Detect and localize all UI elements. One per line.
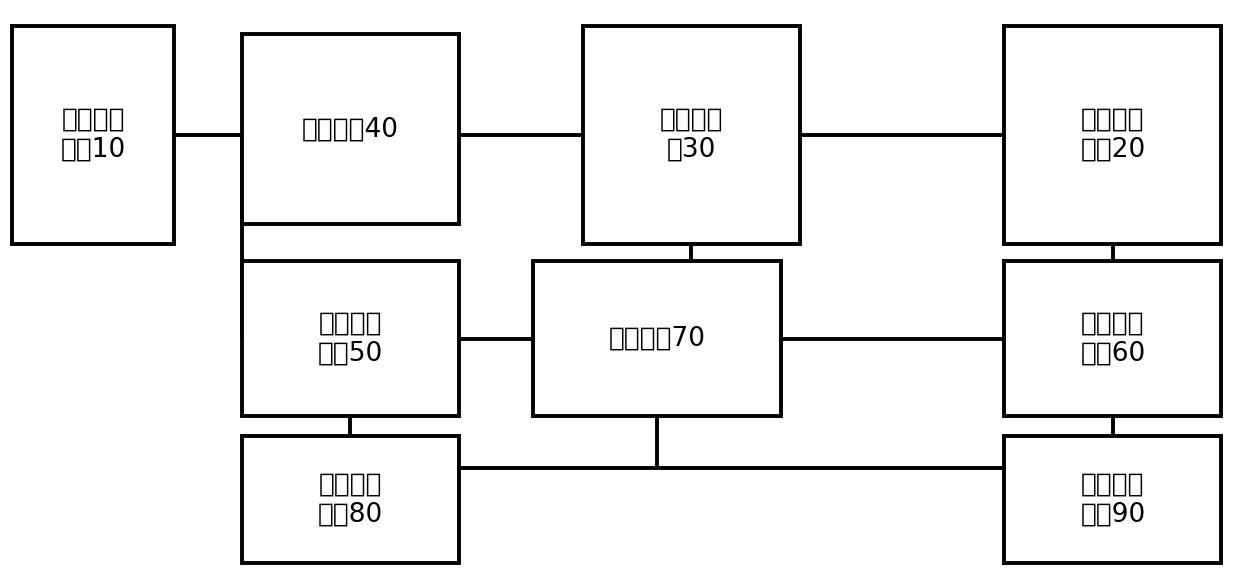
Text: 光信号输
入端10: 光信号输 入端10 bbox=[61, 107, 125, 163]
FancyBboxPatch shape bbox=[242, 34, 459, 224]
Text: 输出检测
模块60: 输出检测 模块60 bbox=[1080, 311, 1146, 367]
Text: 单模光级40: 单模光级40 bbox=[301, 116, 399, 142]
FancyBboxPatch shape bbox=[533, 261, 781, 416]
FancyBboxPatch shape bbox=[583, 26, 800, 244]
Text: 输入检测
模块50: 输入检测 模块50 bbox=[317, 311, 383, 367]
FancyBboxPatch shape bbox=[242, 261, 459, 416]
FancyBboxPatch shape bbox=[242, 436, 459, 563]
FancyBboxPatch shape bbox=[1004, 26, 1221, 244]
FancyBboxPatch shape bbox=[12, 26, 174, 244]
Text: 前馈电路
模块80: 前馈电路 模块80 bbox=[317, 471, 383, 528]
Text: 反馈电路
模块90: 反馈电路 模块90 bbox=[1080, 471, 1146, 528]
FancyBboxPatch shape bbox=[1004, 261, 1221, 416]
Text: 控制模块70: 控制模块70 bbox=[609, 325, 706, 352]
FancyBboxPatch shape bbox=[1004, 436, 1221, 563]
Text: 光级放大
器30: 光级放大 器30 bbox=[660, 107, 723, 163]
Text: 光信号输
出端20: 光信号输 出端20 bbox=[1080, 107, 1146, 163]
